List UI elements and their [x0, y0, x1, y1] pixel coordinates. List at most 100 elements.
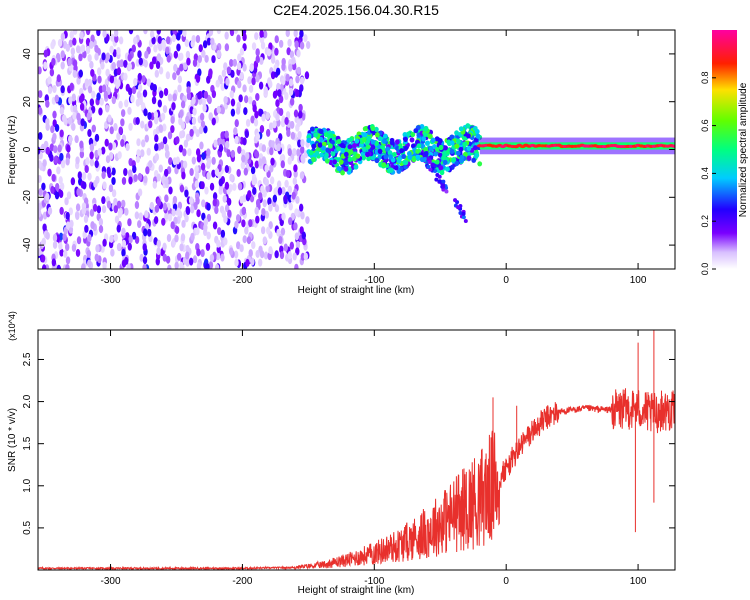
heatmap-cell — [52, 110, 57, 119]
heatmap-cell — [45, 99, 50, 108]
heatmap-cell — [116, 243, 122, 252]
heatmap-cell — [382, 133, 388, 139]
heatmap-cell — [259, 30, 264, 38]
heatmap-cell — [80, 118, 85, 127]
heatmap-cell — [380, 144, 385, 151]
heatmap-cell — [156, 173, 161, 182]
heatmap-cell — [174, 226, 180, 235]
heatmap-cell — [47, 76, 52, 85]
heatmap-cell — [393, 165, 399, 171]
snr-y-multiplier: (x10^4) — [7, 311, 17, 341]
heatmap-cell — [403, 145, 409, 151]
heatmap-cell — [53, 145, 58, 154]
heatmap-cell — [423, 146, 429, 153]
heatmap-cell — [98, 225, 104, 234]
heatmap-cell — [65, 43, 71, 52]
heatmap-cell — [57, 144, 62, 153]
heatmap-cell — [299, 84, 304, 93]
heatmap-cell — [116, 200, 122, 209]
heatmap-cell — [200, 249, 205, 258]
heatmap-cell — [115, 81, 120, 90]
heatmap-cell — [136, 138, 141, 147]
heatmap-cell — [81, 263, 86, 269]
heatmap-cell — [276, 180, 282, 189]
heatmap-cell — [443, 145, 448, 151]
heatmap-cell — [254, 206, 259, 215]
heatmap-cell — [313, 132, 318, 138]
heatmap-cell — [90, 34, 95, 43]
heatmap-cell — [47, 206, 53, 215]
heatmap-cell — [186, 86, 191, 95]
heatmap-cell — [97, 148, 102, 157]
heatmap-cell — [146, 147, 151, 156]
heatmap-cell — [454, 160, 460, 167]
heatmap-cell — [441, 179, 446, 184]
heatmap-cell — [151, 36, 156, 45]
heatmap-cell — [179, 52, 184, 61]
heatmap-cell — [409, 137, 415, 143]
heatmap-cell — [116, 60, 121, 69]
heatmap-cell — [222, 194, 227, 203]
heatmap-cell — [159, 90, 164, 99]
heatmap-cell — [198, 126, 204, 135]
heatmap-cell — [128, 87, 133, 96]
heatmap-cell — [170, 221, 175, 230]
heatmap-cell — [264, 210, 269, 219]
heatmap-cell — [60, 61, 65, 70]
heatmap-cell — [385, 146, 391, 152]
heatmap-cell — [415, 148, 421, 154]
x-tick-label: 100 — [630, 275, 647, 286]
heatmap-cell — [56, 166, 61, 175]
heatmap-cell — [250, 257, 255, 266]
heatmap-cell — [72, 37, 77, 46]
heatmap-cell — [117, 209, 123, 218]
heatmap-cell — [268, 203, 273, 212]
heatmap-cell — [388, 154, 393, 160]
heatmap-cell — [68, 225, 74, 234]
heatmap-cell — [323, 132, 329, 138]
heatmap-cell — [179, 109, 184, 118]
heatmap-cell — [67, 135, 73, 144]
heatmap-cell — [91, 90, 96, 99]
y-tick-label: -40 — [22, 237, 33, 252]
heatmap-cell — [156, 30, 161, 35]
heatmap-cell — [434, 177, 439, 182]
heatmap-cell — [274, 35, 279, 44]
heatmap-cell — [285, 73, 290, 82]
heatmap-cell — [59, 106, 65, 115]
heatmap-cell — [89, 40, 94, 49]
heatmap-cell — [223, 237, 228, 246]
heatmap-cell — [437, 152, 443, 158]
heatmap-cell — [361, 146, 367, 152]
heatmap-cell — [136, 149, 141, 158]
heatmap-cell — [51, 258, 57, 267]
heatmap-cell — [232, 182, 237, 191]
heatmap-cell — [190, 205, 195, 214]
heatmap-cell — [215, 252, 221, 261]
heatmap-cell — [38, 132, 43, 141]
heatmap-cell — [120, 109, 126, 118]
heatmap-cell — [137, 72, 142, 81]
heatmap-cell — [366, 155, 371, 162]
heatmap-cell — [454, 130, 459, 136]
heatmap-cell — [197, 91, 202, 100]
heatmap-cell — [65, 263, 70, 269]
heatmap-cell — [284, 92, 289, 101]
heatmap-cell — [298, 203, 304, 212]
heatmap-cell — [254, 110, 259, 119]
heatmap-cell — [255, 198, 261, 207]
heatmap-cell — [171, 102, 176, 111]
heatmap-cell — [195, 227, 200, 236]
heatmap-cell — [143, 175, 148, 184]
heatmap-cell — [244, 226, 249, 235]
heatmap-cell — [186, 92, 192, 101]
heatmap-cell — [85, 30, 91, 36]
heatmap-cell — [102, 181, 107, 190]
heatmap-cell — [206, 231, 211, 240]
heatmap-cell — [96, 30, 101, 37]
heatmap-cell — [60, 32, 66, 41]
heatmap-cell — [177, 84, 182, 93]
heatmap-cell — [223, 62, 228, 71]
heatmap-cell — [248, 219, 253, 228]
heatmap-cell — [185, 251, 190, 260]
